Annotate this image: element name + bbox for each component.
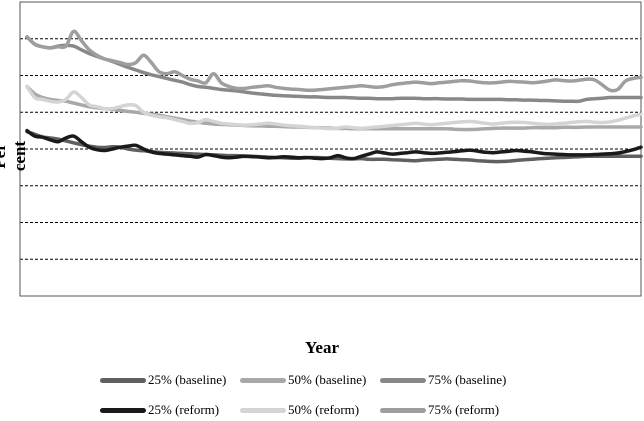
- x-axis-label: Year: [305, 338, 339, 357]
- series-line-5: [25, 29, 643, 93]
- legend-item: 50% (baseline): [240, 372, 366, 388]
- series-line-4: [25, 84, 643, 131]
- series-line-2: [25, 35, 643, 104]
- legend-swatch: [100, 377, 146, 383]
- legend-item: 75% (reform): [380, 402, 499, 418]
- legend-swatch: [240, 407, 286, 413]
- legend-label: 25% (baseline): [148, 372, 227, 387]
- legend-label: 50% (reform): [288, 402, 360, 417]
- y-axis-label: Per cent: [0, 140, 29, 172]
- legend-swatch: [380, 407, 426, 413]
- series-line-3: [25, 128, 643, 161]
- legend-item: 50% (reform): [240, 402, 359, 418]
- legend-label: 25% (reform): [148, 402, 220, 417]
- legend-label: 50% (baseline): [288, 372, 367, 387]
- gridlines: [20, 38, 641, 260]
- legend-label: 75% (reform): [428, 402, 500, 417]
- series-lines: [25, 29, 643, 164]
- legend-item: 75% (baseline): [380, 372, 506, 388]
- legend-item: 25% (baseline): [100, 372, 226, 388]
- legend-swatch: [380, 377, 426, 383]
- legend-swatch: [100, 407, 146, 413]
- legend-item: 25% (reform): [100, 402, 219, 418]
- legend-swatch: [240, 377, 286, 383]
- legend-label: 75% (baseline): [428, 372, 507, 387]
